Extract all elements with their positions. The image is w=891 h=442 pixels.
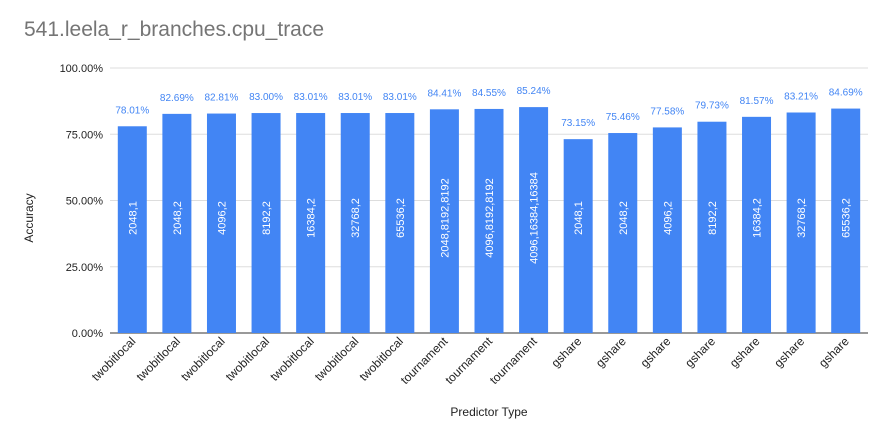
bar-inner-label: 4096,16384,16384 (529, 172, 541, 264)
bar-inner-label: 2048,1 (573, 201, 585, 235)
bar (697, 121, 727, 333)
bar (652, 127, 682, 334)
bar-inner-label: 4096,2 (216, 201, 228, 235)
bar-inner-label: 2048,8192,8192 (439, 178, 451, 258)
bar (831, 108, 861, 333)
x-axis-title: Predictor Type (450, 405, 527, 419)
bar (563, 139, 593, 333)
bar-value-label: 83.01% (294, 92, 328, 103)
y-tick-label: 25.00% (66, 262, 104, 274)
x-tick-label: gshare (548, 334, 584, 370)
x-tick-label: twobitlocal (133, 334, 183, 384)
bar-inner-label: 32768,2 (796, 198, 808, 238)
bar-value-label: 81.57% (740, 96, 774, 107)
bar (608, 133, 638, 333)
bar-value-label: 78.01% (115, 105, 149, 116)
bar-value-label: 85.24% (517, 86, 551, 97)
bar (206, 113, 236, 333)
bar (340, 113, 370, 333)
bar (117, 126, 147, 333)
bar-value-label: 84.69% (829, 88, 863, 99)
x-tick-label: gshare (593, 334, 629, 370)
bar-value-label: 79.73% (695, 101, 729, 112)
bar-value-label: 73.15% (561, 118, 595, 129)
bar (385, 113, 415, 333)
bar (742, 116, 772, 333)
bar-inner-label: 4096,8192,8192 (484, 178, 496, 258)
y-tick-label: 50.00% (66, 196, 104, 208)
bar (474, 108, 504, 333)
y-tick-label: 100.00% (60, 63, 104, 75)
bar-inner-label: 2048,1 (127, 201, 139, 235)
bar-value-label: 83.01% (383, 92, 417, 103)
x-tick-label: gshare (638, 334, 674, 370)
x-tick-label: twobitlocal (223, 334, 273, 384)
bar-value-label: 84.41% (427, 88, 461, 99)
bar-inner-label: 8192,2 (707, 201, 719, 235)
y-axis-title: Accuracy (22, 193, 36, 242)
bar-value-label: 82.81% (205, 93, 239, 104)
bar-inner-label: 2048,2 (172, 201, 184, 235)
x-axis-ticks: twobitlocaltwobitlocaltwobitlocaltwobitl… (89, 334, 852, 387)
bar-inner-label: 16384,2 (306, 198, 318, 238)
bar (519, 107, 549, 333)
bar-value-label: 83.01% (338, 92, 372, 103)
x-tick-label: gshare (771, 334, 807, 370)
bar-value-label: 83.21% (784, 91, 818, 102)
bar-inner-label: 65536,2 (841, 198, 853, 238)
bar (296, 113, 326, 333)
x-tick-label: twobitlocal (312, 334, 362, 384)
bar (786, 112, 816, 333)
bar-value-label: 83.00% (249, 92, 283, 103)
bar (162, 113, 192, 334)
bar-inner-label: 65536,2 (395, 198, 407, 238)
x-tick-label: twobitlocal (267, 334, 317, 384)
x-tick-label: twobitlocal (178, 334, 228, 384)
bars: 78.01% 2048,1 82.69% 2048,2 82.81% 4096,2 83.0… (115, 86, 863, 334)
bar (429, 109, 459, 333)
x-tick-label: gshare (727, 334, 763, 370)
x-tick-label: twobitlocal (89, 334, 139, 384)
bar-value-label: 84.55% (472, 88, 506, 99)
bar-inner-label: 4096,2 (662, 201, 674, 235)
bar-inner-label: 16384,2 (752, 198, 764, 238)
y-axis-ticks: 0.00% 25.00% 50.00% 75.00% 100.00% (60, 63, 104, 340)
bar-inner-label: 32768,2 (350, 198, 362, 238)
x-tick-label: gshare (682, 334, 718, 370)
bar-value-label: 77.58% (650, 106, 684, 117)
bar (251, 113, 281, 333)
x-tick-label: gshare (816, 334, 852, 370)
y-tick-label: 75.00% (66, 129, 104, 141)
bar-value-label: 75.46% (606, 112, 640, 123)
chart-title: 541.leela_r_branches.cpu_trace (24, 18, 325, 41)
bar-inner-label: 8192,2 (261, 201, 273, 235)
x-tick-label: tournament (487, 334, 540, 387)
y-tick-label: 0.00% (72, 328, 103, 340)
bar-inner-label: 2048,2 (618, 201, 630, 235)
bar-value-label: 82.69% (160, 93, 194, 104)
